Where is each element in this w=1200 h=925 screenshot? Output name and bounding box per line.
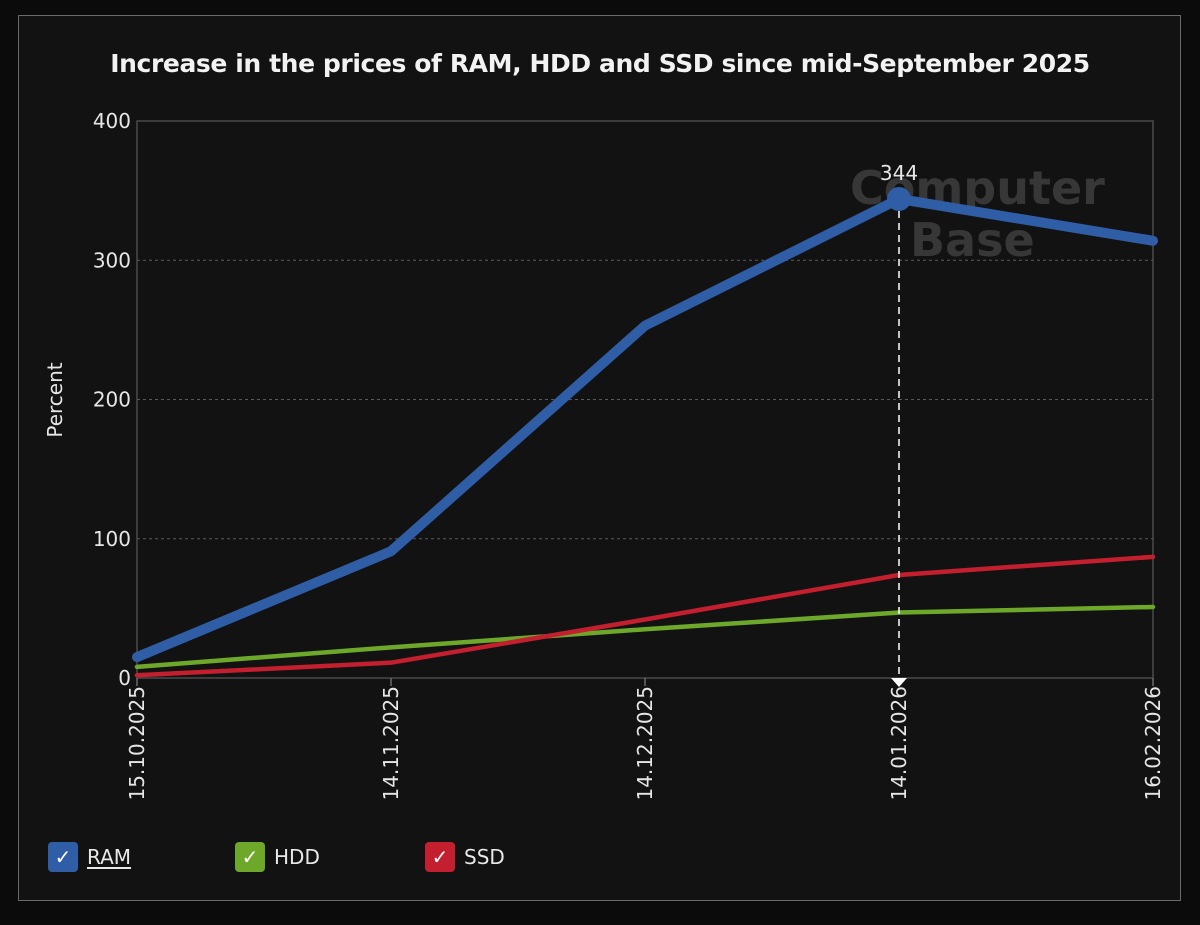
legend-item-ram[interactable]: ✓ RAM xyxy=(48,842,131,872)
legend-checkbox-ram[interactable]: ✓ xyxy=(48,842,78,872)
legend-item-hdd[interactable]: ✓ HDD xyxy=(235,842,320,872)
legend-label-ssd: SSD xyxy=(464,845,505,869)
check-icon: ✓ xyxy=(241,845,259,869)
legend-checkbox-ssd[interactable]: ✓ xyxy=(425,842,455,872)
highlight-point xyxy=(887,186,911,211)
y-tick-label: 100 xyxy=(93,527,131,551)
y-tick-label: 200 xyxy=(93,388,131,412)
legend-label-ram: RAM xyxy=(87,845,132,869)
y-tick-label: 400 xyxy=(93,109,131,133)
x-tick-label: 15.10.2025 xyxy=(125,686,149,801)
y-tick-label: 0 xyxy=(118,666,131,690)
y-axis-label: Percent xyxy=(43,362,67,437)
x-tick-label: 14.11.2025 xyxy=(379,686,403,801)
chart-frame xyxy=(18,15,1181,901)
y-tick-label: 300 xyxy=(93,248,131,272)
check-icon: ✓ xyxy=(431,845,449,869)
chart-title: Increase in the prices of RAM, HDD and S… xyxy=(110,49,1090,78)
check-icon: ✓ xyxy=(54,845,72,869)
highlight-layer: 344 xyxy=(880,161,918,687)
crosshair-marker-icon xyxy=(891,678,907,687)
x-tick-label: 14.12.2025 xyxy=(633,686,657,801)
legend-item-ssd[interactable]: ✓ SSD xyxy=(425,842,505,872)
x-tick-label: 14.01.2026 xyxy=(887,686,911,801)
legend-label-hdd: HDD xyxy=(274,845,320,869)
legend-checkbox-hdd[interactable]: ✓ xyxy=(235,842,265,872)
series-line-ram xyxy=(132,193,1158,663)
series-layer xyxy=(132,193,1158,678)
series-line-ssd xyxy=(134,554,1156,678)
series-line-hdd xyxy=(134,604,1156,670)
axis-layer: 0 100 200 300 400 15.10.2025 14.11.2025 14.12.2… xyxy=(93,109,1165,801)
highlight-value-label: 344 xyxy=(880,161,918,185)
x-tick-label: 16.02.2026 xyxy=(1141,686,1165,801)
